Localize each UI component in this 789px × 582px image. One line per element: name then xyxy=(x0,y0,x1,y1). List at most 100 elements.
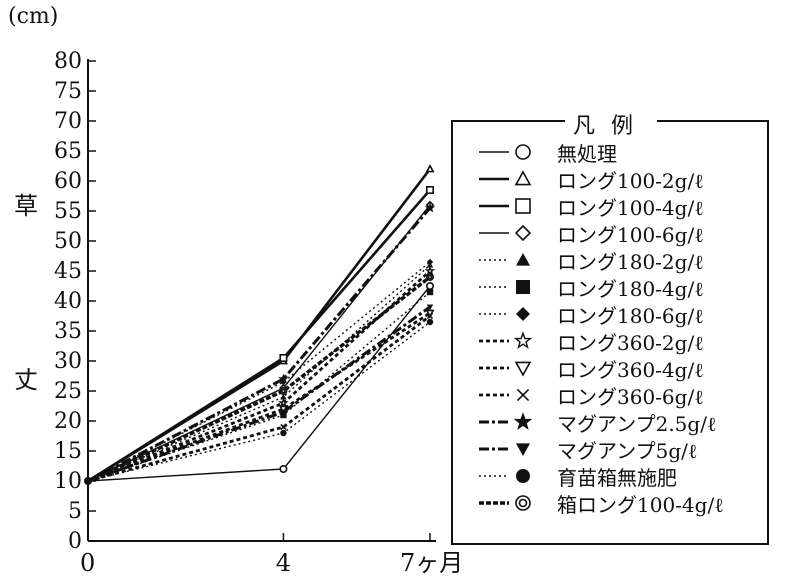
data-point xyxy=(426,312,434,320)
data-point xyxy=(280,423,287,431)
legend-label: ロング100-4g/ℓ xyxy=(557,196,704,220)
legend-marker xyxy=(515,144,531,160)
legend-swatch xyxy=(479,170,532,186)
legend-swatch xyxy=(479,388,530,402)
data-point xyxy=(425,164,435,173)
legend-swatch xyxy=(479,198,531,214)
series-line-12 xyxy=(87,305,431,483)
legend-marker xyxy=(516,469,530,483)
legend-item: ロング360-2g/ℓ xyxy=(477,327,767,355)
diamond-open-marker xyxy=(514,224,532,242)
y-tick-label: 15 xyxy=(54,439,82,464)
y-tick-label: 55 xyxy=(54,199,82,224)
data-point xyxy=(279,386,288,395)
data-point xyxy=(425,186,434,195)
series-line-5 xyxy=(87,264,431,482)
cross-marker-stroke xyxy=(280,423,287,431)
series-markers xyxy=(84,164,436,485)
legend-swatch xyxy=(479,307,530,321)
star-open-marker xyxy=(278,397,289,408)
legend-marker xyxy=(515,495,531,511)
legend-marker xyxy=(514,361,532,377)
circle-open-marker xyxy=(425,281,434,290)
y-tick-label: 65 xyxy=(54,139,82,164)
data-point xyxy=(278,373,289,384)
x-tick-label: 4 xyxy=(276,549,291,577)
legend-item: ロング360-4g/ℓ xyxy=(477,354,767,382)
y-axis-label-char-1: 草 xyxy=(14,192,38,220)
legend-label: ロング360-4g/ℓ xyxy=(557,358,704,382)
legend-item: 育苗箱無施肥 xyxy=(477,462,767,490)
legend-label: マグアンプ2.5g/ℓ xyxy=(557,412,717,436)
legend-swatch xyxy=(479,443,530,456)
diamond-filled-marker xyxy=(516,307,530,321)
legend-swatch xyxy=(479,412,533,430)
legend-item: ロング360-6g/ℓ xyxy=(477,381,767,409)
x-tick-label: 7ヶ月 xyxy=(400,549,463,577)
triangle-down-filled-marker xyxy=(516,443,530,456)
legend-item: ロング180-4g/ℓ xyxy=(477,273,767,301)
legend: 凡例 無処理 ロング100-2g/ℓ ロング100-4g/ℓ ロング100-6g/ℓ ロ… xyxy=(451,108,769,545)
series-line-10 xyxy=(87,314,431,483)
star-filled-marker xyxy=(278,373,289,384)
legend-swatch xyxy=(479,144,531,160)
double-circle-inner xyxy=(281,388,286,394)
legend-item: マグアンプ5g/ℓ xyxy=(477,435,767,463)
data-point xyxy=(425,272,434,281)
series-lines xyxy=(87,168,432,483)
legend-swatch xyxy=(479,224,532,242)
y-tick-label: 25 xyxy=(54,379,82,404)
legend-label: ロング180-4g/ℓ xyxy=(557,277,704,301)
legend-item: ロング100-4g/ℓ xyxy=(477,192,767,220)
series-line-11 xyxy=(87,207,432,483)
legend-label: ロング360-2g/ℓ xyxy=(557,331,704,355)
legend-swatch xyxy=(479,331,533,349)
y-tick-label: 80 xyxy=(54,49,82,74)
data-point xyxy=(426,304,434,311)
data-point xyxy=(280,429,287,437)
legend-item: ロング180-6g/ℓ xyxy=(477,300,767,328)
data-point xyxy=(278,405,288,414)
legend-marker xyxy=(516,280,530,294)
legend-label: ロング360-6g/ℓ xyxy=(557,385,704,409)
y-tick-label: 75 xyxy=(54,79,82,104)
legend-label: ロング100-2g/ℓ xyxy=(557,169,704,193)
legend-label: 育苗箱無施肥 xyxy=(557,466,677,490)
legend-item: マグアンプ2.5g/ℓ xyxy=(477,408,767,436)
data-point xyxy=(280,409,287,416)
legend-marker xyxy=(514,170,532,186)
legend-marker xyxy=(514,224,532,242)
legend-item: ロング100-2g/ℓ xyxy=(477,165,767,193)
data-point xyxy=(426,258,434,266)
y-tick-label: 30 xyxy=(54,349,82,374)
legend-label: 箱ロング100-4g/ℓ xyxy=(557,493,724,517)
y-unit-label: (cm) xyxy=(8,4,59,29)
data-point xyxy=(426,288,434,296)
tick-labels: 0 5 10 15 20 25 30 35 40 45 50 55 60 65 70 75 80 0 4 7ヶ月 xyxy=(54,49,463,577)
data-point xyxy=(424,202,436,213)
y-tick-label: 0 xyxy=(68,529,82,554)
triangle-down-open-marker xyxy=(278,405,288,414)
y-axis-label-char-2: 丈 xyxy=(14,366,38,394)
square-open-marker xyxy=(515,198,531,214)
y-tick-label: 60 xyxy=(54,169,82,194)
origin-point xyxy=(84,477,92,485)
legend-label: ロング100-6g/ℓ xyxy=(557,223,704,247)
star-open-marker xyxy=(424,265,436,276)
legend-swatch xyxy=(479,280,530,294)
circle-filled-marker xyxy=(516,469,530,483)
series-line-14 xyxy=(87,275,432,483)
legend-item: ロング180-2g/ℓ xyxy=(477,246,767,274)
y-tick-label: 35 xyxy=(54,319,82,344)
legend-swatch xyxy=(479,253,530,266)
y-tick-label: 10 xyxy=(54,469,82,494)
y-tick-label: 45 xyxy=(54,259,82,284)
series-line-7 xyxy=(87,261,431,482)
square-open-marker xyxy=(279,353,288,362)
double-circle-marker xyxy=(515,495,531,511)
y-tick-label: 20 xyxy=(54,409,82,434)
cross-marker-stroke xyxy=(516,388,530,402)
data-point xyxy=(280,393,287,400)
circle-filled-marker xyxy=(84,477,92,485)
